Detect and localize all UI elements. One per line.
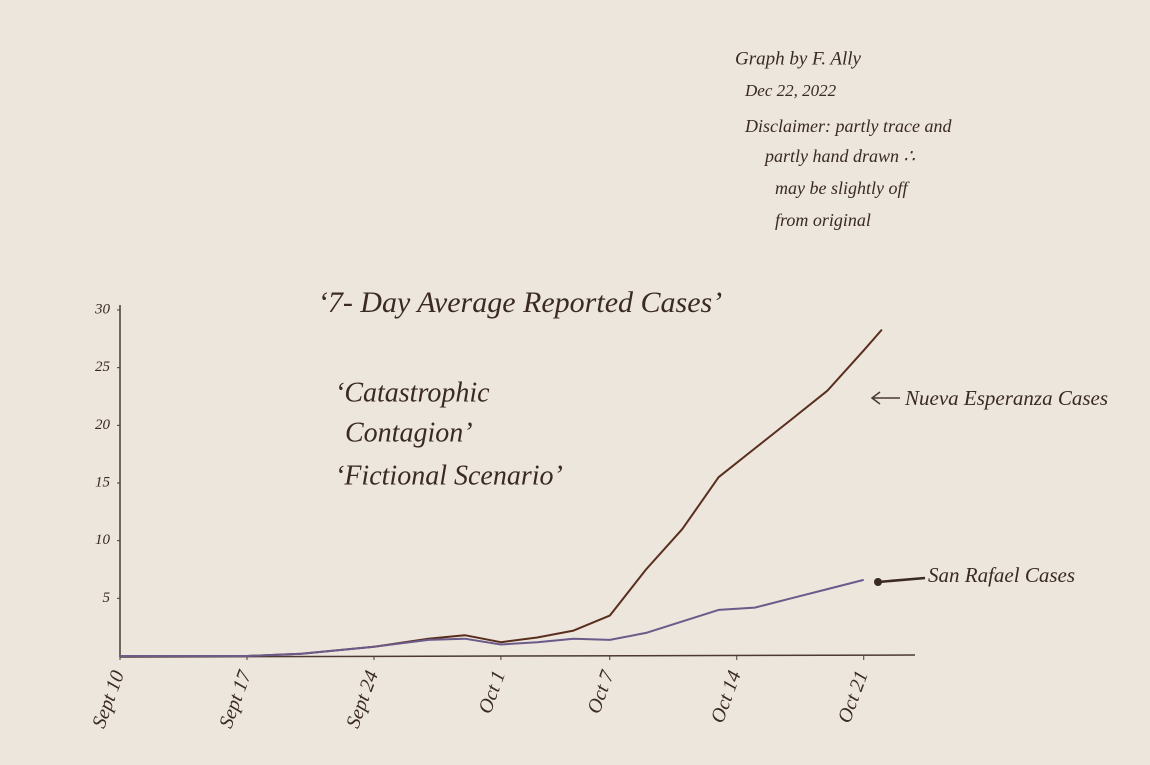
y-tick-label: 15 bbox=[95, 474, 111, 490]
legend-arrow-head bbox=[870, 391, 881, 405]
series-line bbox=[120, 578, 864, 657]
chart-title: ‘7- Day Average Reported Cases’ bbox=[318, 286, 722, 319]
annotation: Graph by F. Ally bbox=[735, 48, 862, 69]
subtitle: Contagion’ bbox=[345, 417, 473, 448]
legend-label: San Rafael Cases bbox=[928, 563, 1075, 587]
legend-label: Nueva Esperanza Cases bbox=[904, 386, 1108, 410]
legend-dot bbox=[874, 578, 882, 586]
subtitle: ‘Fictional Scenario’ bbox=[335, 460, 563, 491]
annotation: may be slightly off bbox=[775, 178, 910, 198]
legend-pointer bbox=[877, 576, 926, 584]
annotation: Dec 22, 2022 bbox=[744, 81, 837, 100]
y-tick-label: 10 bbox=[95, 532, 111, 548]
y-tick-label: 30 bbox=[94, 301, 111, 317]
annotation: from original bbox=[775, 210, 871, 230]
y-tick-label: 20 bbox=[95, 417, 111, 433]
y-tick-label: 25 bbox=[95, 359, 111, 375]
annotation: partly hand drawn ∴ bbox=[763, 146, 916, 166]
subtitle: ‘Catastrophic bbox=[335, 377, 490, 408]
y-tick-label: 5 bbox=[103, 590, 111, 606]
annotation: Disclaimer: partly trace and bbox=[744, 116, 952, 136]
